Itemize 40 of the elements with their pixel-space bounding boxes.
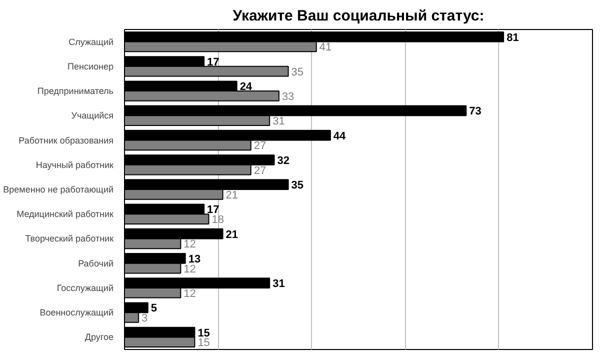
y-tick-label: Рабочий bbox=[78, 258, 114, 268]
y-tick-label: Госслужащий bbox=[56, 282, 114, 293]
data-label: 12 bbox=[184, 263, 196, 276]
chart-title: Укажите Ваш социальный статус: bbox=[232, 8, 484, 24]
data-label: 17 bbox=[207, 56, 220, 68]
y-tick-label: Творческий работник bbox=[25, 234, 114, 244]
data-label: 5 bbox=[150, 302, 158, 315]
data-label: 21 bbox=[226, 189, 238, 202]
y-tick-label: Учащийся bbox=[71, 110, 114, 121]
data-label: 41 bbox=[319, 42, 332, 54]
data-label: 73 bbox=[469, 106, 482, 118]
data-label: 24 bbox=[240, 81, 253, 94]
data-label: 3 bbox=[142, 312, 148, 324]
y-tick-label: Служащий bbox=[68, 36, 114, 47]
data-label: 31 bbox=[272, 278, 285, 290]
y-tick-label: Временно не работающий bbox=[3, 184, 114, 194]
data-label: 15 bbox=[198, 327, 210, 340]
y-tick-label: Военнослужащий bbox=[40, 308, 114, 318]
y-tick-label: Научный работник bbox=[36, 160, 114, 170]
data-label: 35 bbox=[291, 66, 304, 78]
data-label: 21 bbox=[226, 228, 238, 241]
data-label: 12 bbox=[184, 288, 196, 300]
data-label: 27 bbox=[254, 140, 266, 152]
data-label: 13 bbox=[188, 253, 201, 266]
data-label: 33 bbox=[282, 90, 294, 103]
data-label: 12 bbox=[184, 238, 196, 251]
data-label: 32 bbox=[277, 154, 290, 167]
y-tick-label: Другое bbox=[84, 332, 114, 342]
data-label: 35 bbox=[291, 180, 304, 192]
data-label: 17 bbox=[207, 204, 220, 216]
data-label: 31 bbox=[272, 116, 285, 128]
y-tick-label: Медицинский работник bbox=[16, 209, 114, 220]
y-tick-label: Пенсионер bbox=[68, 61, 114, 72]
data-label: 27 bbox=[254, 164, 266, 177]
data-label: 15 bbox=[198, 337, 210, 350]
y-tick-label: Работник образования bbox=[18, 135, 114, 146]
data-label: 81 bbox=[506, 32, 519, 44]
y-tick-label: Предприниматель bbox=[37, 86, 114, 96]
data-label: 18 bbox=[212, 214, 224, 226]
data-label: 44 bbox=[333, 130, 347, 142]
